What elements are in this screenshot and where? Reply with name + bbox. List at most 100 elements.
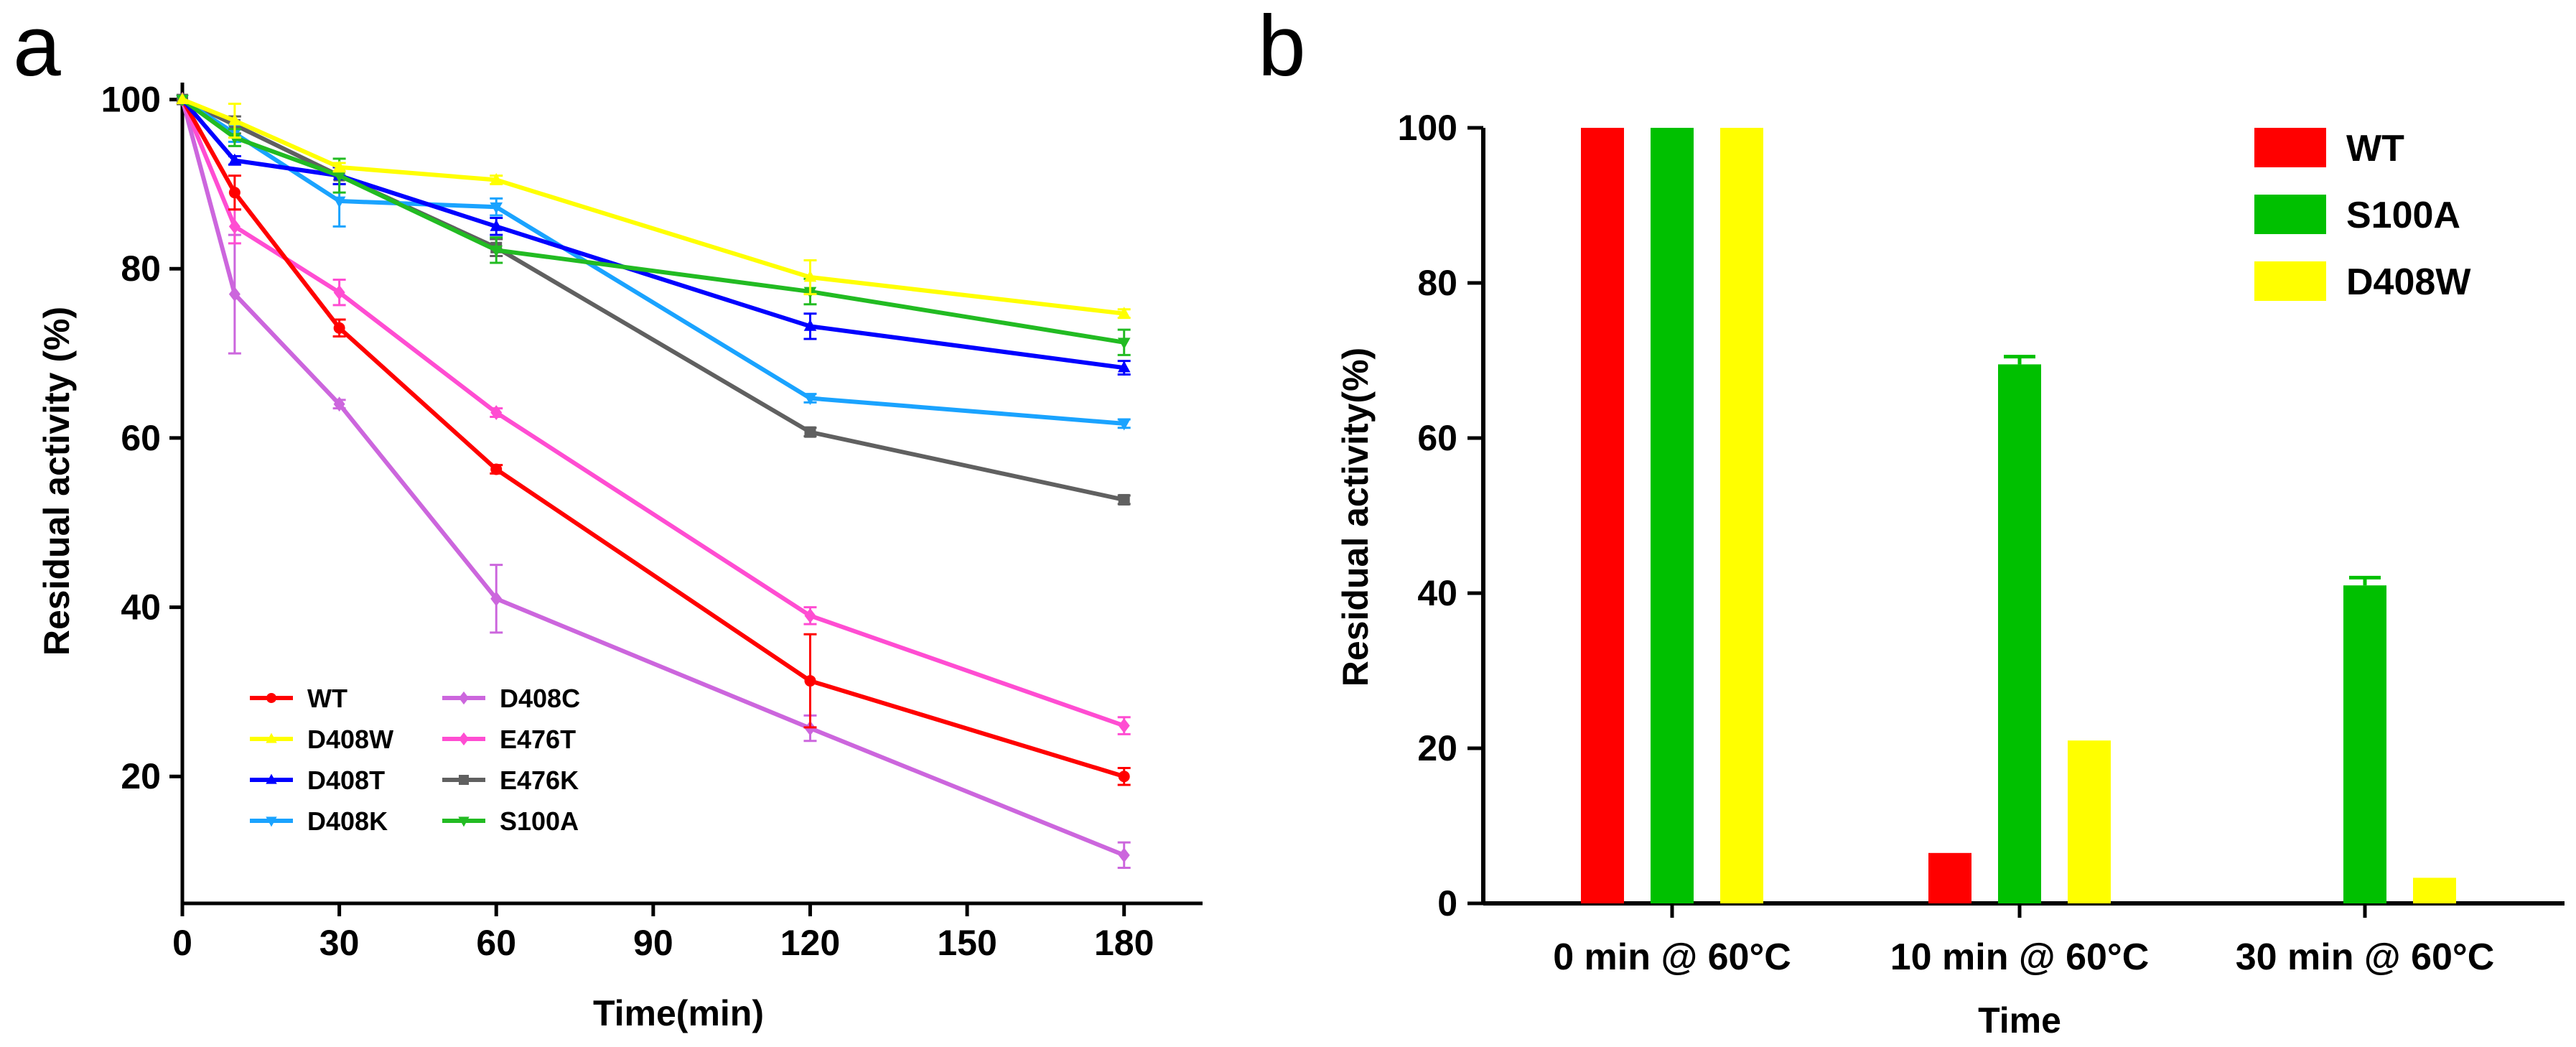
- legend-marker: [459, 732, 469, 746]
- bar: [2413, 878, 2456, 903]
- data-point: [332, 171, 346, 183]
- legend-item-d408w: D408W: [250, 725, 393, 754]
- bar: [1651, 128, 1694, 903]
- bar: [1720, 128, 1763, 903]
- data-point: [333, 322, 345, 334]
- data-point: [490, 591, 503, 607]
- x-tick-label: 120: [780, 923, 840, 963]
- series-d408t: [176, 92, 1131, 376]
- series-line: [181, 97, 1125, 316]
- x-tick-label: 30 min @ 60°C: [2236, 936, 2495, 978]
- legend-label: S100A: [2346, 195, 2460, 236]
- y-tick-label: 20: [121, 756, 161, 796]
- data-point: [490, 172, 503, 185]
- x-tick-label: 10 min @ 60°C: [1890, 936, 2150, 978]
- legend-item-wt: WT: [250, 684, 347, 713]
- legend-marker: [266, 816, 277, 827]
- y-tick-label: 20: [1417, 728, 1457, 768]
- legend-swatch: [2254, 128, 2326, 167]
- chart-b-y-axis-label: Residual activity(%): [1335, 348, 1376, 687]
- x-tick-label: 30: [319, 923, 360, 963]
- x-tick-label: 180: [1094, 923, 1154, 963]
- chart-b-y-ticks: 0 20 40 60 80 100: [1398, 108, 1483, 923]
- series-line: [180, 98, 1125, 728]
- data-point: [490, 219, 503, 231]
- data-point: [803, 394, 817, 406]
- legend-label: D408K: [307, 806, 388, 836]
- y-tick-label: 60: [1417, 418, 1457, 458]
- legend-item-s100a: S100A: [442, 806, 579, 836]
- legend-item-wt: WT: [2254, 128, 2404, 169]
- series-s100a: [1651, 128, 2386, 903]
- bar: [2068, 740, 2111, 903]
- data-point: [1117, 360, 1131, 373]
- legend-marker: [266, 773, 277, 784]
- legend-swatch: [2254, 261, 2326, 301]
- legend-marker: [459, 691, 469, 705]
- panel-label-a: a: [13, 0, 61, 94]
- series-s100a: [176, 95, 1131, 356]
- data-point: [332, 160, 346, 172]
- data-point: [228, 218, 241, 234]
- legend-marker: [266, 732, 277, 743]
- chart-a-axes: [180, 83, 1203, 906]
- chart-a-series: [176, 92, 1131, 870]
- series-line: [181, 98, 1124, 426]
- data-point: [228, 287, 241, 302]
- legend-label: WT: [307, 684, 347, 713]
- legend-marker: [458, 816, 470, 827]
- legend-label: E476K: [500, 766, 579, 795]
- data-point: [333, 284, 345, 300]
- y-tick-label: 100: [101, 80, 161, 120]
- series-line: [180, 98, 1125, 779]
- legend-label: S100A: [500, 806, 579, 836]
- y-tick-label: 80: [121, 248, 161, 289]
- bar: [1928, 852, 1971, 903]
- bar: [1998, 364, 2041, 903]
- legend-item-d408c: D408C: [442, 684, 580, 713]
- data-point: [332, 196, 346, 208]
- data-point: [228, 113, 241, 126]
- data-point: [228, 187, 241, 199]
- data-point: [1118, 847, 1130, 863]
- x-tick-label: 150: [937, 923, 997, 963]
- legend-label: D408W: [307, 725, 393, 754]
- series-wt: [177, 93, 1131, 786]
- legend-item-e476t: E476T: [442, 725, 576, 754]
- chart-a-x-axis-label: Time(min): [593, 993, 764, 1033]
- x-tick-label: 60: [476, 923, 516, 963]
- x-tick-label: 0: [172, 923, 192, 963]
- chart-a-y-ticks: 20 40 60 80 100: [101, 80, 182, 796]
- data-point: [1117, 338, 1131, 350]
- legend-label: E476T: [500, 725, 576, 754]
- series-d408w: [1720, 128, 2456, 903]
- series-d408c: [177, 92, 1131, 870]
- series-line: [180, 98, 1125, 371]
- chart-b-x-axis-label: Time: [1978, 1000, 2061, 1041]
- series-line: [181, 98, 1125, 345]
- data-point: [803, 319, 817, 331]
- series-line: [180, 98, 1125, 857]
- panel-label-b: b: [1258, 0, 1306, 94]
- chart-a-y-axis-label: Residual activity (%): [37, 307, 77, 656]
- legend-marker: [266, 693, 276, 703]
- bar: [1581, 128, 1624, 903]
- data-point: [490, 245, 503, 257]
- legend-item-d408w: D408W: [2254, 261, 2471, 303]
- data-point: [803, 270, 817, 282]
- series-wt: [1581, 128, 1971, 903]
- legend-item-d408k: D408K: [250, 806, 388, 836]
- series-d408w: [176, 92, 1131, 320]
- data-point: [333, 396, 345, 412]
- data-point: [490, 405, 503, 420]
- legend-label: D408W: [2346, 261, 2471, 303]
- chart-a-legend: WT D408W D408T D408K D408C E476T E476K S100A: [250, 684, 580, 836]
- x-tick-label: 90: [633, 923, 673, 963]
- y-tick-label: 60: [121, 418, 161, 458]
- legend-item-e476k: E476K: [442, 766, 579, 795]
- y-tick-label: 100: [1398, 108, 1457, 148]
- chart-a-x-ticks: 0 30 60 90 120 150 180: [172, 903, 1154, 963]
- data-point: [490, 463, 503, 475]
- legend-item-d408t: D408T: [250, 766, 385, 795]
- y-tick-label: 40: [1417, 573, 1457, 613]
